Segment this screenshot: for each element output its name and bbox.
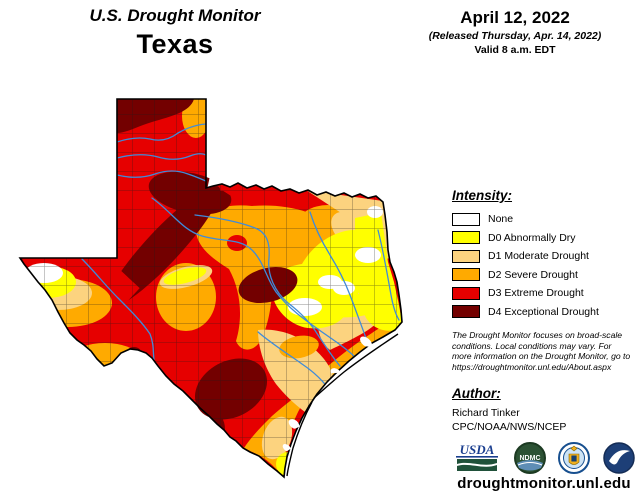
disclaimer-text: The Drought Monitor focuses on broad-sca… [452,330,631,372]
rivers-layer [81,123,400,389]
header-right: April 12, 2022 (Released Thursday, Apr. … [395,8,635,56]
swatch-d1 [452,249,480,263]
ndmc-logo: NDMC [513,442,546,474]
author-name: Richard Tinker [452,407,520,419]
usda-logo-text: USDA [460,442,495,457]
noaa-logo [603,442,635,474]
ndmc-logo-text: NDMC [519,455,540,462]
cpc-noaa-seal [558,442,591,474]
county-lines-layer [20,99,402,477]
barrier-islands-layer [286,333,399,477]
swatch-d3 [452,286,480,300]
header-left: U.S. Drought Monitor Texas [40,6,310,60]
state-title: Texas [136,29,214,59]
release-date: (Released Thursday, Apr. 14, 2022) [428,30,602,42]
swatch-d0 [452,231,480,245]
swatch-d4 [452,305,480,319]
legend-item-d0: D0 Abnormally Dry [452,229,636,248]
author-organization: CPC/NOAA/NWS/NCEP [452,421,567,433]
swatch-d2 [452,268,480,282]
legend-item-none: None [452,210,636,229]
author-block: Author: Richard Tinker CPC/NOAA/NWS/NCEP [452,386,632,433]
intensity-legend: Intensity: None D0 Abnormally Dry D1 Mod… [452,188,636,321]
website-url: droughtmonitor.unl.edu [457,475,631,492]
legend-heading: Intensity: [452,188,513,203]
usda-logo: USDA [456,442,498,471]
report-title: U.S. Drought Monitor [89,6,261,25]
legend-item-d2: D2 Severe Drought [452,266,636,285]
author-heading: Author: [452,386,501,401]
legend-item-d1: D1 Moderate Drought [452,247,636,266]
legend-item-d3: D3 Extreme Drought [452,284,636,303]
legend-item-d4: D4 Exceptional Drought [452,303,636,322]
agency-logos: USDA NDMC [453,442,635,474]
valid-time: Valid 8 a.m. EDT [474,44,556,56]
map-date: April 12, 2022 [460,8,570,27]
swatch-none [452,212,480,226]
